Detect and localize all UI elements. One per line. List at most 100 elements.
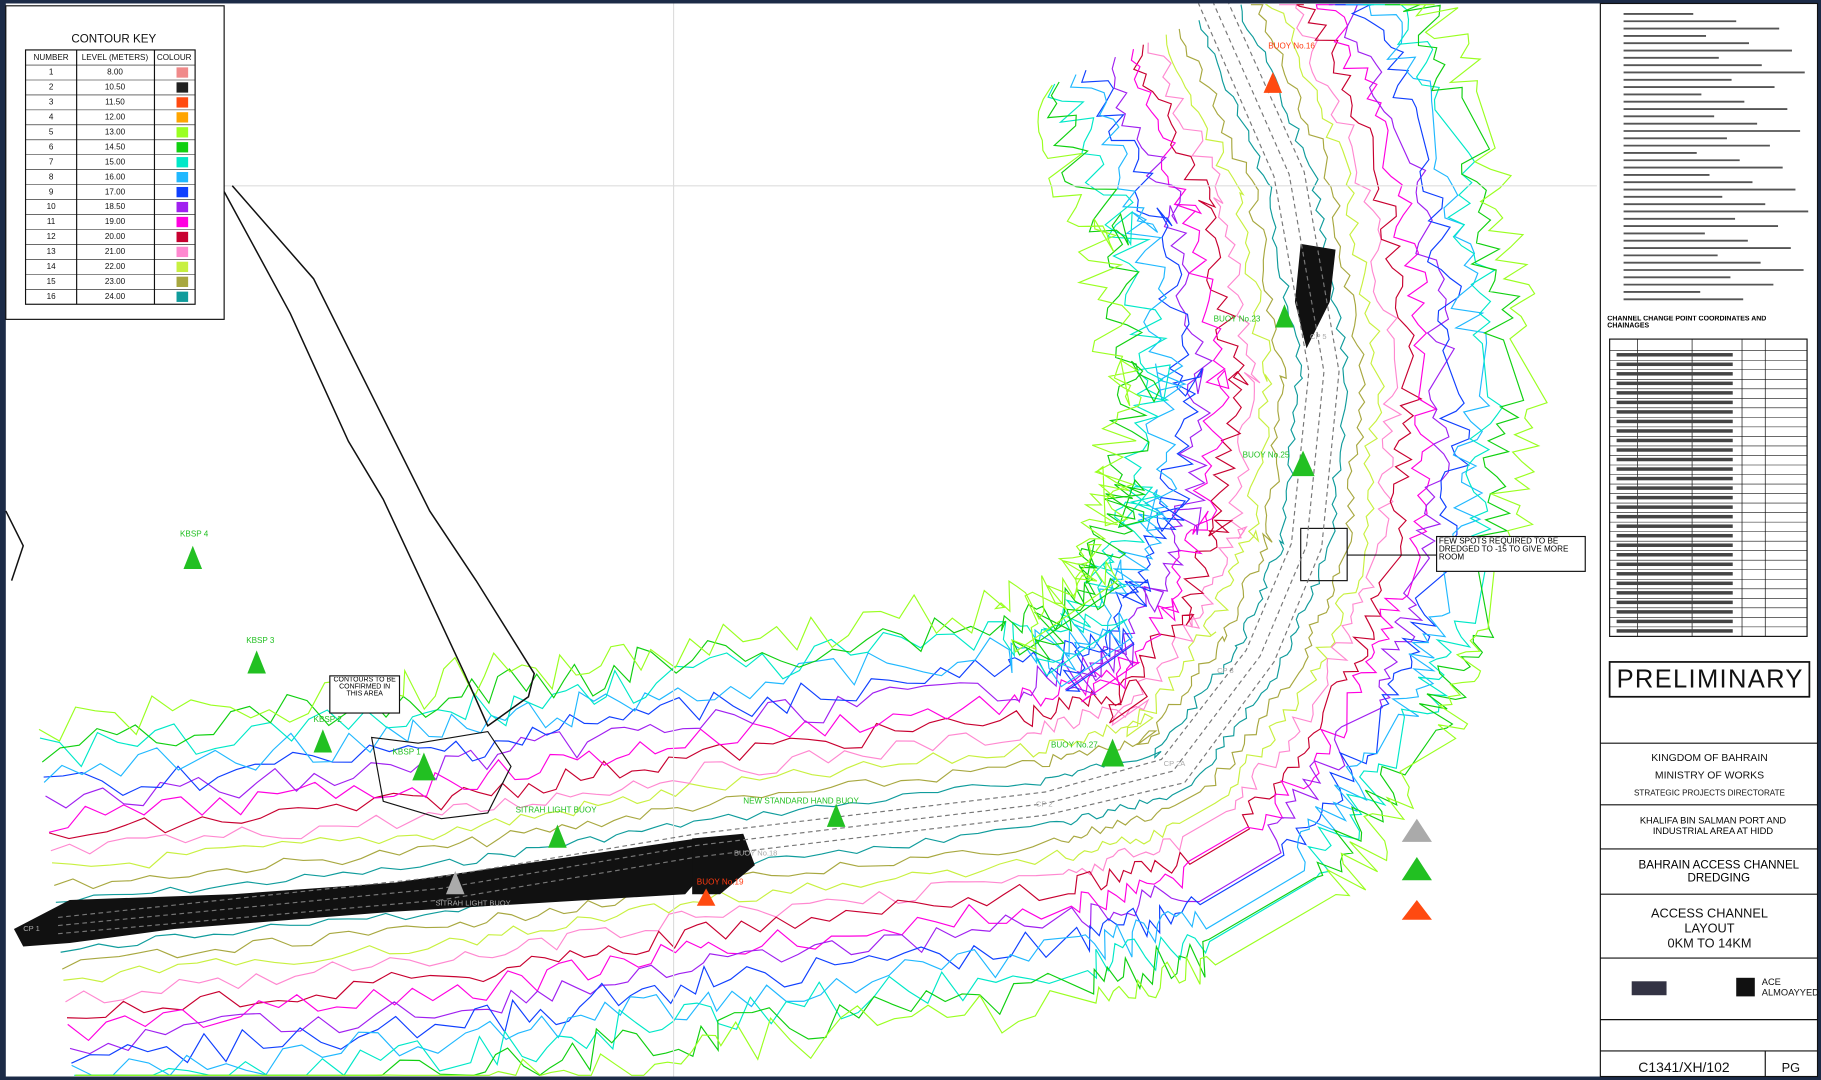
contour-line [66,4,1423,1019]
key-number: 3 [49,98,54,107]
contour-line [50,42,1261,855]
key-number: 10 [47,202,57,211]
cp-label: CP 5 [1310,332,1327,341]
table-grid [1609,338,1808,637]
stamp-box [1608,661,1811,698]
key-header: COLOUR [157,53,192,62]
table-cell [1616,419,1733,424]
key-swatch [176,291,189,302]
table-cell [1616,362,1733,367]
key-swatch [176,67,189,78]
cp-label: CP 3 [1217,666,1234,675]
key-number: 7 [49,157,54,166]
table-cell [1616,410,1733,414]
contour-line [61,4,1366,970]
key-swatch [176,246,189,258]
key-level: 17.00 [105,187,126,196]
channel-edge [58,3,1340,935]
key-swatch [176,82,189,93]
buoy-label: BUOY No.18 [734,849,777,858]
project-text: KHALIFA BIN SALMAN PORT AND INDUSTRIAL A… [1639,815,1787,837]
logo [1631,981,1667,996]
table-cell [1616,353,1733,357]
table-cell [1616,476,1733,481]
key-swatch [176,201,189,213]
buoy-label: SITRAH LIGHT BUOY [516,806,598,815]
key-swatch [176,261,189,273]
notes [1623,13,1809,301]
contour-line [67,4,1438,1042]
table-cell [1616,572,1733,576]
key-level: 14.50 [105,142,126,151]
contour-line [48,44,1249,840]
client: STRATEGIC PROJECTS DIRECTORATE [1634,788,1786,797]
key-swatch [176,186,189,198]
buoy-label: BUOY No.27 [1051,741,1098,750]
shore [5,510,25,581]
key-level: 10.50 [105,83,126,92]
stamp: PRELIMINARY [1617,665,1803,693]
table-cell [1616,448,1733,452]
buoy-label: BUOY No.23 [1214,314,1261,323]
note: CONTOURS TO BE CONFIRMED IN THIS AREA [333,677,396,698]
contour-line [65,4,1403,1004]
key-grid [24,49,196,305]
subject: BAHRAIN ACCESS CHANNEL DREDGING [1638,859,1800,885]
contour-line [43,69,1204,797]
key-level: 24.00 [105,292,126,301]
contour-line [71,4,1471,1064]
client: KINGDOM OF BAHRAIN [1651,753,1768,764]
table-cell [1616,381,1733,386]
channel-centerline [58,3,1325,927]
title: LAYOUT [1684,920,1734,935]
table-cell [1616,486,1733,490]
cp-label: CP 2 [1036,800,1053,809]
table-cell [1616,543,1733,547]
key-title: CONTOUR KEY [71,33,156,46]
key-number: 14 [47,262,57,271]
key-level: 16.00 [105,172,126,181]
key-swatch [176,157,189,168]
key-number: 16 [47,292,57,301]
contour-line [75,4,1548,1077]
key-swatch [176,127,189,138]
key-level: 15.00 [105,157,126,166]
consultant: ALMOAYYED [1762,987,1819,997]
key-number: 9 [49,187,54,196]
key-level: 22.00 [105,262,126,271]
table-cell [1616,619,1733,624]
key-number: 5 [49,127,54,136]
contour-line [43,74,1187,783]
key-level: 23.00 [105,277,126,286]
dredged-area [13,838,711,947]
harbour [370,730,512,820]
cp-table [1609,338,1808,637]
buoy-label: KBSP 3 [246,636,275,645]
key-swatch [176,112,189,123]
buoy-label: BUOY No.25 [1243,450,1290,459]
key-level: 8.00 [107,68,123,77]
table-cell [1616,553,1733,557]
key-swatch [176,97,189,108]
key-level: 19.00 [105,217,126,226]
table-title-text: CHANNEL CHANGE POINT COORDINATES AND CHA… [1607,315,1767,330]
table-cell [1616,591,1733,595]
key-swatch [176,231,189,243]
key-level: 20.00 [105,232,126,241]
table-cell [1616,391,1733,395]
note: FEW SPOTS REQUIRED TO BE DREDGED TO -15 … [1439,538,1569,562]
table-cell [1616,600,1733,605]
buoy-label: KBSP 1 [393,748,422,757]
key-level: 11.50 [105,98,125,107]
contours-note: CONTOURS TO BE CONFIRMED IN THIS AREA [333,677,396,698]
subject-text: BAHRAIN ACCESS CHANNEL DREDGING [1638,859,1800,885]
contour-line [71,4,1491,1077]
table-cell [1616,524,1733,528]
title: ACCESS CHANNEL [1651,905,1768,920]
key-header: LEVEL (METERS) [82,53,149,62]
buoy-label: SITRAH LIGHT BUOY [436,898,511,907]
contour-line [63,4,1385,983]
key-header: NUMBER [34,53,69,62]
table-cell [1616,495,1733,500]
